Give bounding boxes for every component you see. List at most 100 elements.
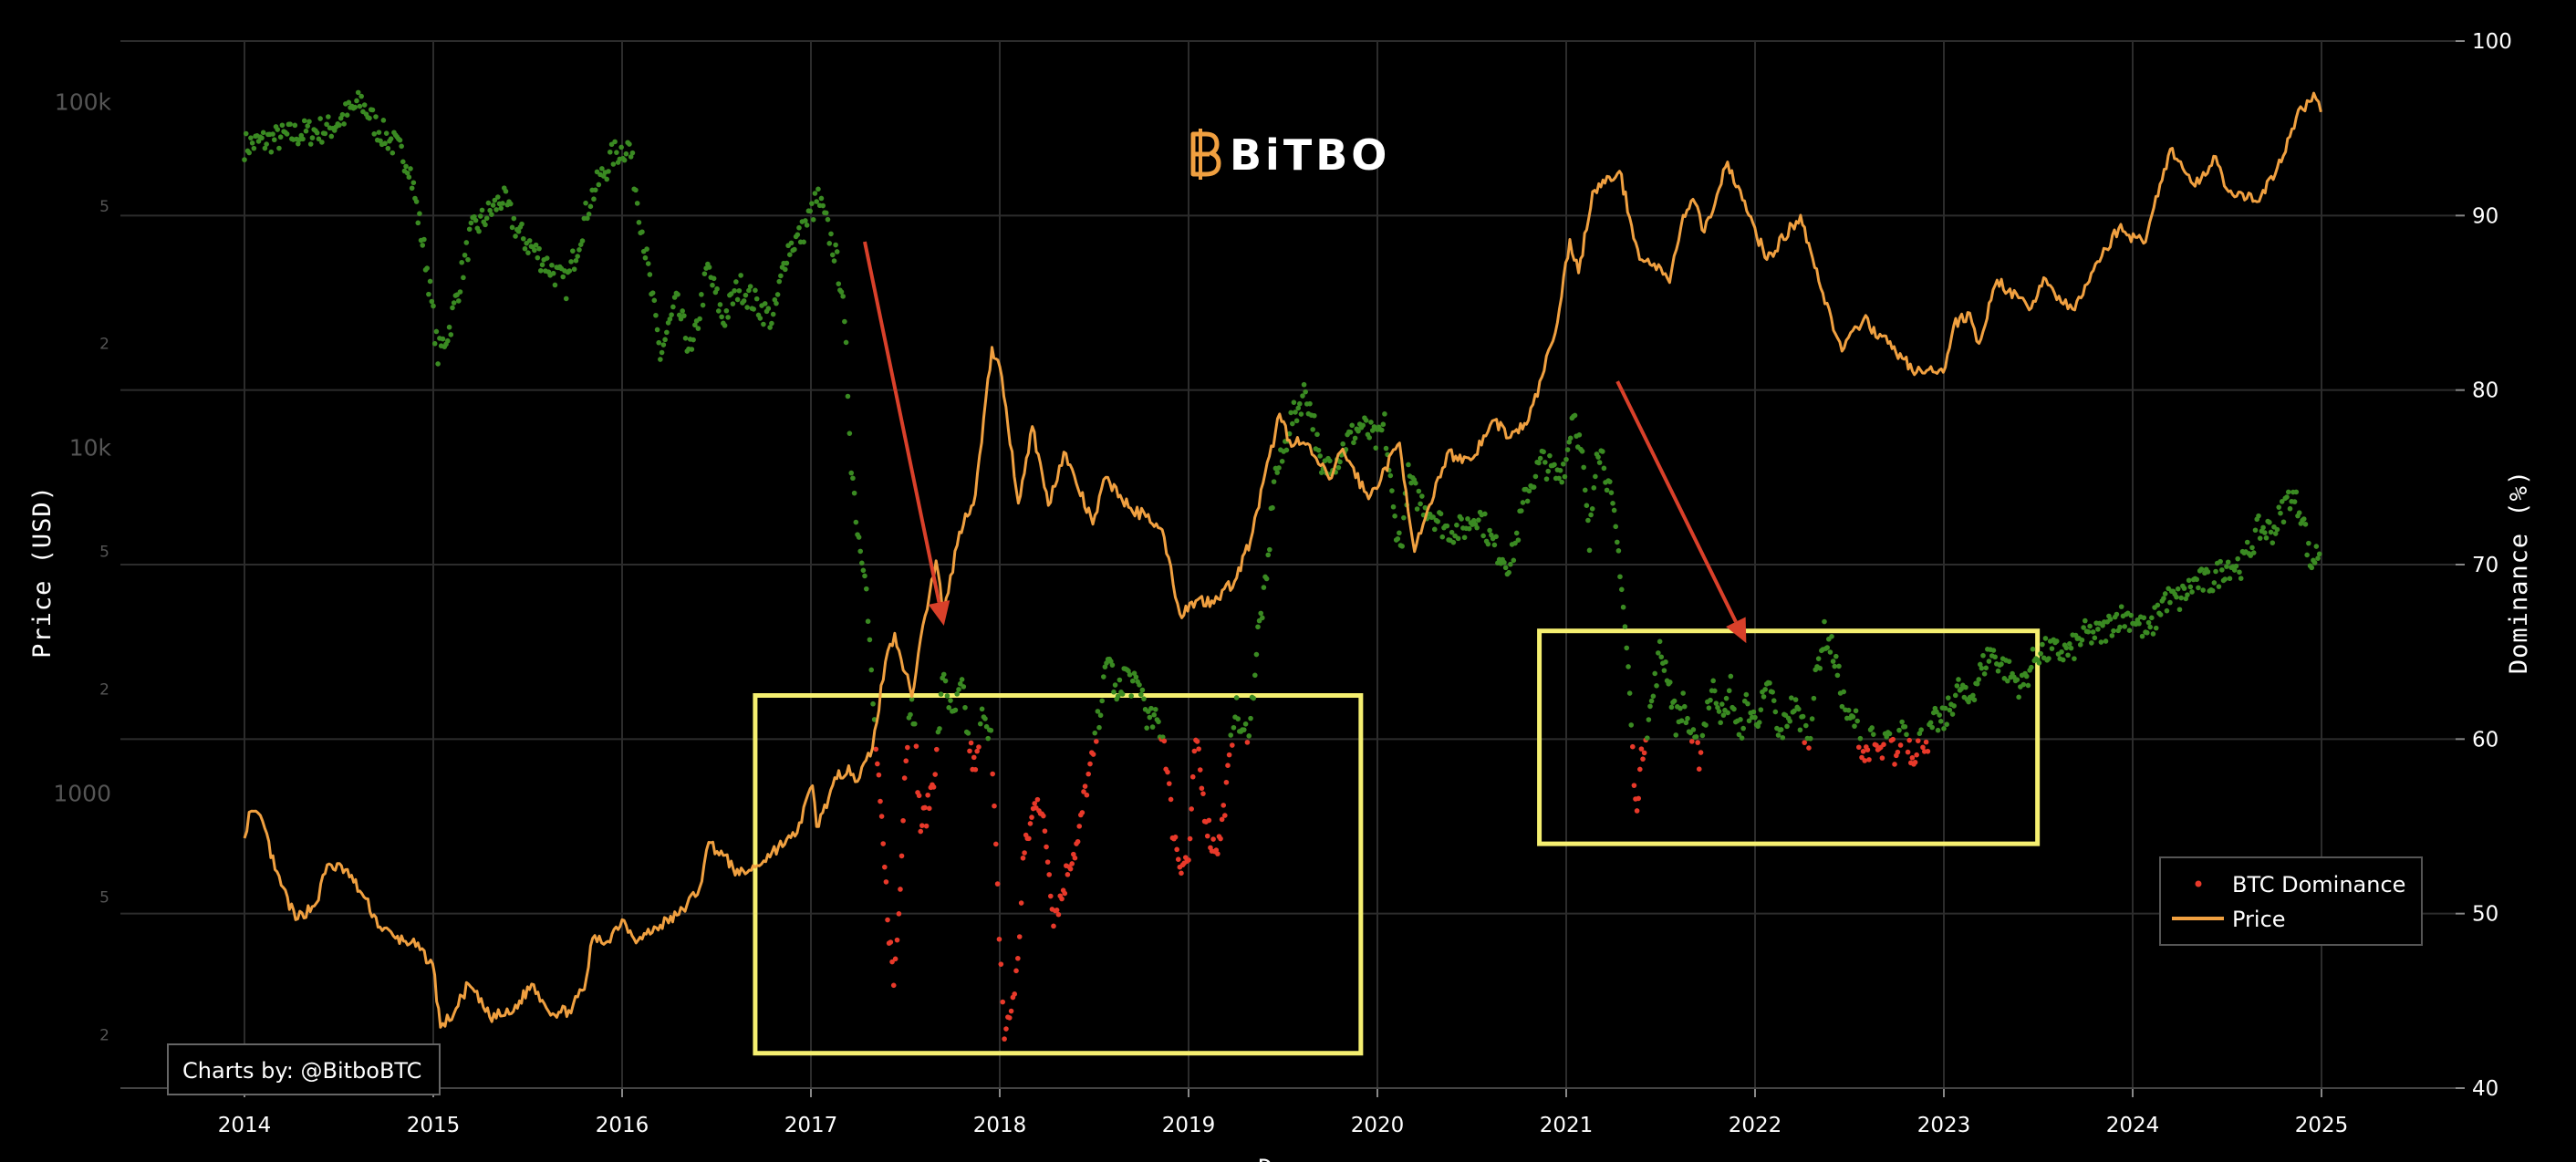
dominance-point <box>1511 557 1517 564</box>
dominance-point <box>946 704 951 711</box>
dominance-point <box>880 841 887 846</box>
dominance-point <box>2060 657 2066 663</box>
dominance-point <box>316 136 322 142</box>
dominance-point <box>2087 623 2093 629</box>
dominance-point <box>1414 506 1420 512</box>
dominance-point <box>875 761 880 767</box>
dominance-point <box>404 170 410 176</box>
dominance-point <box>2006 659 2012 664</box>
dominance-point <box>1065 872 1071 877</box>
dominance-point <box>746 287 752 294</box>
dominance-point <box>2316 551 2322 557</box>
dominance-point <box>1758 707 1764 712</box>
dominance-point <box>774 292 781 297</box>
dominance-point <box>1645 735 1650 741</box>
dominance-point <box>388 136 394 141</box>
dominance-point <box>728 291 734 296</box>
dominance-point <box>1560 461 1566 467</box>
dominance-point <box>380 118 387 123</box>
dominance-point <box>833 242 838 248</box>
dominance-point <box>1111 689 1117 695</box>
dominance-point <box>507 201 514 207</box>
dominance-point <box>2187 584 2194 590</box>
dominance-point <box>1608 490 1615 496</box>
dominance-point <box>1165 769 1170 775</box>
dominance-point <box>1515 537 1522 543</box>
dominance-point <box>1945 695 1951 700</box>
dominance-point <box>287 121 293 127</box>
y-right-tick-label: 60 <box>2472 728 2498 752</box>
dominance-point <box>1139 687 1146 693</box>
dominance-point <box>435 361 441 367</box>
dominance-point <box>809 201 815 206</box>
dominance-point <box>896 911 902 917</box>
logo-wordmark: BiTBO <box>1230 130 1390 180</box>
y-left-minor-tick-label: 5 <box>99 198 109 216</box>
dominance-point <box>1562 473 1568 480</box>
dominance-point <box>1366 435 1373 441</box>
dominance-point <box>1772 709 1779 715</box>
dominance-point <box>2030 646 2036 652</box>
dominance-point <box>1233 695 1240 700</box>
dominance-point <box>901 775 908 781</box>
dominance-point <box>1771 698 1777 703</box>
dominance-point <box>1422 504 1428 511</box>
dominance-point <box>753 287 758 294</box>
dominance-point <box>1508 561 1513 567</box>
dominance-point <box>596 182 602 188</box>
dominance-point <box>409 185 415 192</box>
dominance-point <box>446 324 452 330</box>
dominance-point <box>1335 464 1342 471</box>
dominance-point <box>1552 462 1557 468</box>
dominance-point <box>1739 735 1745 741</box>
dominance-point <box>1641 750 1647 756</box>
dominance-point <box>628 154 634 160</box>
dominance-point <box>1480 533 1486 539</box>
dominance-point <box>614 150 619 155</box>
dominance-point <box>1524 498 1531 504</box>
dominance-point <box>1584 503 1590 508</box>
dominance-point <box>1956 677 1961 682</box>
dominance-point <box>719 314 724 320</box>
dominance-point <box>998 961 1004 967</box>
dominance-point <box>1186 857 1191 863</box>
dominance-point <box>1979 665 1985 671</box>
dominance-point <box>1600 449 1605 454</box>
dominance-point <box>1593 473 1598 480</box>
dominance-point <box>1588 512 1594 518</box>
y-right-tick-label: 90 <box>2472 204 2498 228</box>
dominance-point <box>1387 472 1394 479</box>
dominance-point <box>500 201 505 206</box>
dominance-point <box>659 349 665 356</box>
dominance-point <box>1220 803 1227 808</box>
credit-badge: Charts by: @BitboBTC <box>167 1043 441 1095</box>
dominance-point <box>2042 636 2049 641</box>
dominance-point <box>2222 576 2228 582</box>
dominance-point <box>1615 548 1622 554</box>
legend: BTC Dominance Price <box>2159 856 2423 946</box>
dominance-point <box>853 519 859 525</box>
dominance-point <box>1582 487 1588 493</box>
dominance-point <box>1668 704 1675 711</box>
dominance-point <box>1832 663 1838 669</box>
dominance-point <box>275 127 281 132</box>
dominance-point <box>1501 559 1507 565</box>
dominance-point <box>1657 638 1663 645</box>
dominance-point <box>1008 1008 1014 1014</box>
dominance-point <box>2198 566 2205 572</box>
dominance-point <box>2196 585 2201 591</box>
dominance-point <box>2183 596 2189 602</box>
dominance-point <box>487 207 493 213</box>
dominance-point <box>2005 678 2010 684</box>
dominance-point <box>1857 735 1864 742</box>
arrow-head <box>1726 617 1747 644</box>
y-left-minor-tick-label: 2 <box>99 336 109 354</box>
dominance-point <box>1981 671 1988 677</box>
dominance-point <box>1293 418 1300 424</box>
dominance-point <box>2023 673 2030 680</box>
dominance-point <box>1242 721 1249 727</box>
dominance-point <box>1736 731 1742 738</box>
dominance-point <box>823 210 829 216</box>
dominance-point <box>831 258 837 264</box>
dominance-point <box>1267 546 1272 553</box>
